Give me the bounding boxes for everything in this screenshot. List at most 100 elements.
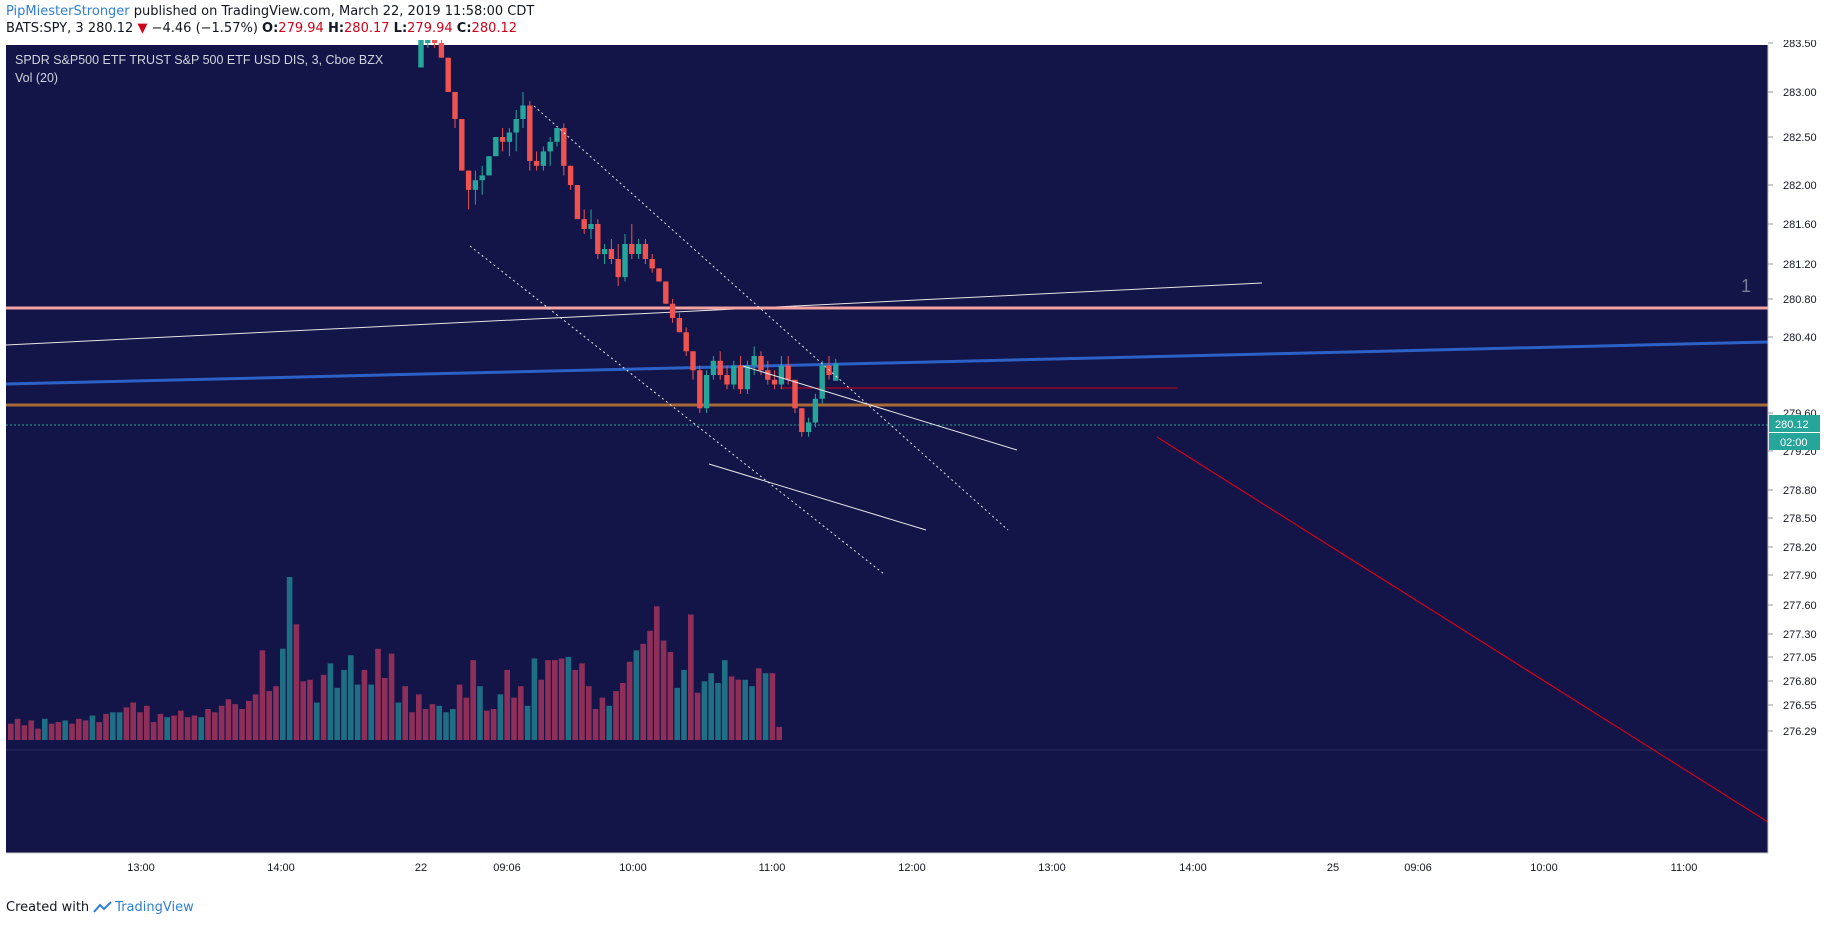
volume-bar bbox=[259, 650, 266, 740]
volume-bar bbox=[307, 679, 313, 740]
channel-lower-dotted[interactable] bbox=[469, 245, 885, 575]
channel-upper-dotted[interactable] bbox=[533, 105, 1009, 531]
projection-line-red[interactable] bbox=[1156, 436, 1769, 823]
candle bbox=[486, 156, 492, 176]
wedge-upper-line[interactable] bbox=[742, 365, 1018, 451]
x-tick-label: 14:00 bbox=[267, 862, 295, 874]
chart-plot-area[interactable] bbox=[6, 45, 1768, 853]
candle-body bbox=[819, 365, 825, 399]
candle-body bbox=[649, 259, 655, 269]
y-tick-label: 281.60 bbox=[1783, 219, 1817, 231]
candle bbox=[465, 170, 472, 210]
candle bbox=[737, 356, 744, 394]
volume-bar bbox=[198, 717, 204, 740]
candle-body bbox=[663, 281, 669, 304]
volume-bar bbox=[48, 723, 55, 740]
candle-body bbox=[737, 365, 744, 390]
volume-bar bbox=[341, 669, 347, 740]
y-tick-label: 280.80 bbox=[1783, 294, 1817, 306]
candle bbox=[561, 123, 567, 176]
x-tick-label: 12:00 bbox=[898, 862, 926, 874]
candle-body bbox=[812, 398, 819, 423]
x-tick-label: 25 bbox=[1327, 862, 1339, 874]
time-axis[interactable] bbox=[6, 853, 1768, 879]
high-label: H: bbox=[327, 21, 345, 36]
volume-bar bbox=[552, 660, 558, 740]
volume-bar bbox=[708, 673, 714, 740]
volume-bar bbox=[504, 669, 510, 740]
y-tick-label: 283.50 bbox=[1783, 40, 1817, 50]
volume-bar bbox=[518, 686, 524, 740]
candle bbox=[744, 360, 751, 394]
volume-bar bbox=[456, 684, 463, 740]
candle bbox=[771, 370, 778, 390]
y-tick-label: 278.50 bbox=[1783, 513, 1817, 525]
candle-body bbox=[799, 408, 805, 432]
x-tick-label: 09:06 bbox=[493, 862, 521, 874]
publish-info: PipMiesterStronger published on TradingV… bbox=[6, 4, 534, 19]
volume-bar bbox=[722, 660, 728, 740]
volume-bar bbox=[21, 725, 28, 740]
y-tick-label: 277.05 bbox=[1783, 652, 1817, 664]
volume-bar bbox=[334, 687, 340, 740]
last-price-tag-label: 280.12 bbox=[1775, 419, 1809, 431]
candle-body bbox=[493, 137, 499, 157]
volume-bar bbox=[484, 710, 490, 740]
y-tick-label: 277.60 bbox=[1783, 600, 1817, 612]
candle-body bbox=[431, 40, 438, 43]
volume-bar bbox=[110, 712, 116, 740]
volume-bar bbox=[524, 705, 531, 740]
candle bbox=[697, 365, 703, 413]
annotation-label: 1 bbox=[1741, 276, 1751, 296]
candle-body bbox=[635, 244, 642, 254]
volume-bar bbox=[769, 673, 776, 740]
y-tick-label: 276.55 bbox=[1783, 700, 1817, 712]
candle-body bbox=[676, 318, 683, 333]
volume-bar bbox=[150, 722, 157, 740]
candle bbox=[629, 224, 635, 259]
volume-bar bbox=[375, 648, 381, 740]
volume-bar bbox=[388, 653, 395, 740]
volume-bar bbox=[246, 700, 252, 740]
volume-bar bbox=[756, 668, 762, 740]
price-chart[interactable]: 283.50 283.00 282.50 282.00 281.60 281.20 280.… bbox=[0, 40, 1828, 890]
volume-bar bbox=[76, 718, 82, 740]
candle-body bbox=[642, 244, 649, 259]
trend-line-blue[interactable] bbox=[5, 340, 1769, 386]
volume-bar bbox=[184, 717, 191, 740]
candle-body bbox=[479, 175, 485, 181]
close-label: C: bbox=[456, 21, 472, 36]
tradingview-brand[interactable]: TradingView bbox=[115, 900, 194, 915]
volume-bar bbox=[55, 722, 62, 740]
candle bbox=[574, 185, 581, 220]
candle bbox=[438, 40, 445, 58]
candle bbox=[676, 313, 683, 333]
wedge-lower-line[interactable] bbox=[708, 463, 927, 531]
candle bbox=[765, 360, 771, 385]
candle-body bbox=[581, 219, 587, 229]
candle bbox=[554, 128, 560, 147]
volume-bar bbox=[280, 648, 286, 740]
candle-body bbox=[690, 351, 696, 371]
candle-body bbox=[622, 244, 628, 278]
candle-body bbox=[465, 170, 472, 190]
volume-bar bbox=[382, 678, 388, 740]
volume-bar bbox=[171, 715, 177, 740]
candle-body bbox=[513, 119, 519, 133]
volume-bar bbox=[144, 705, 150, 740]
tradingview-logo-icon bbox=[93, 901, 112, 913]
trend-line-white[interactable] bbox=[5, 282, 1263, 346]
volume-bar bbox=[368, 684, 374, 740]
y-tick-label: 278.20 bbox=[1783, 542, 1817, 554]
candle bbox=[833, 358, 839, 381]
candle bbox=[601, 244, 608, 264]
author-link[interactable]: PipMiesterStronger bbox=[6, 4, 130, 19]
x-tick-label: 09:06 bbox=[1404, 862, 1432, 874]
volume-bar bbox=[728, 676, 735, 740]
volume-bar bbox=[633, 650, 640, 740]
candle-body bbox=[833, 363, 839, 381]
countdown-tag-label: 02:00 bbox=[1780, 437, 1808, 449]
candle-body bbox=[615, 259, 621, 278]
volume-bar bbox=[742, 679, 748, 740]
volume-bar bbox=[572, 669, 578, 740]
